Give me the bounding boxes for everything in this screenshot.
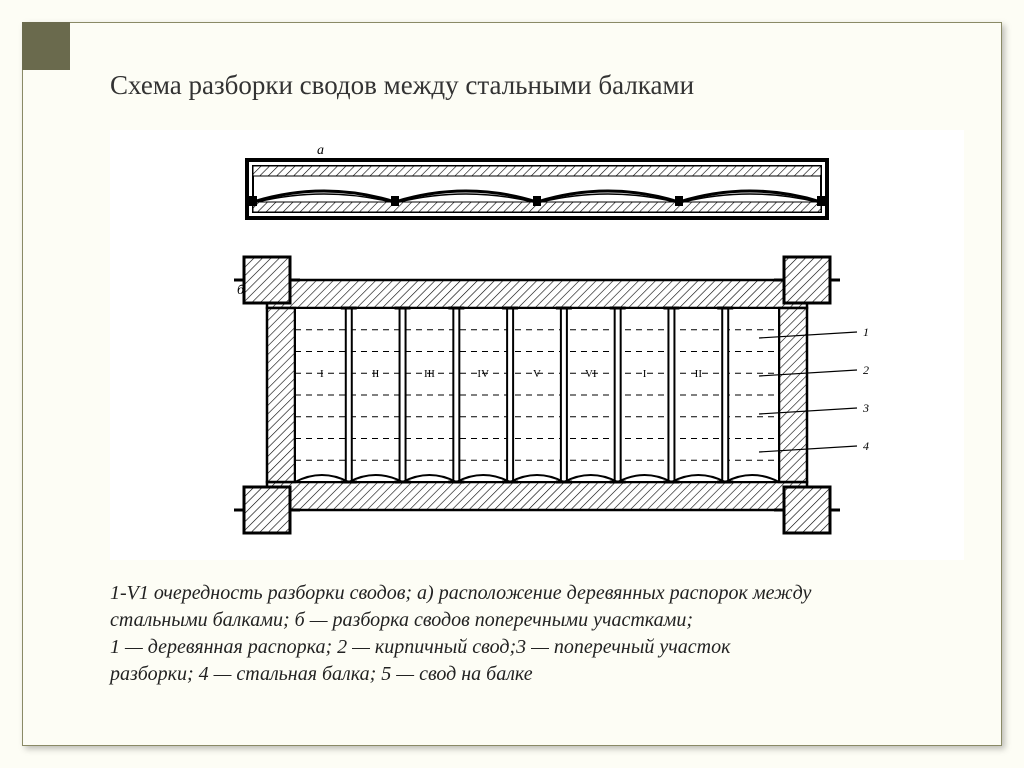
accent-corner — [22, 22, 70, 70]
svg-text:4: 4 — [863, 439, 869, 453]
caption-text: 1-V1 очередность разборки сводов; а) рас… — [110, 580, 964, 688]
svg-text:VI: VI — [585, 368, 597, 380]
svg-text:II: II — [695, 368, 703, 380]
svg-text:II: II — [372, 368, 380, 380]
svg-text:I: I — [643, 368, 647, 380]
svg-text:2: 2 — [863, 363, 869, 377]
svg-text:IV: IV — [477, 368, 489, 380]
svg-text:III: III — [424, 368, 435, 380]
slide: Схема разборки сводов между стальными ба… — [0, 0, 1024, 768]
svg-text:1: 1 — [863, 325, 869, 339]
slide-title: Схема разборки сводов между стальными ба… — [110, 68, 964, 103]
diagram-svg: аIIIIIIIVVVIIII1234б — [110, 130, 964, 560]
svg-text:б: б — [237, 283, 245, 298]
svg-text:3: 3 — [862, 401, 869, 415]
figure-area: аIIIIIIIVVVIIII1234б — [110, 130, 964, 560]
svg-text:I: I — [320, 368, 324, 380]
svg-text:V: V — [533, 368, 541, 380]
svg-text:а: а — [317, 143, 324, 158]
